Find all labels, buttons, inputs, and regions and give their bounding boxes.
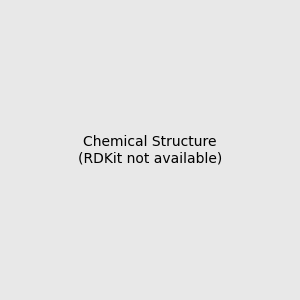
Text: Chemical Structure
(RDKit not available): Chemical Structure (RDKit not available)	[78, 135, 222, 165]
